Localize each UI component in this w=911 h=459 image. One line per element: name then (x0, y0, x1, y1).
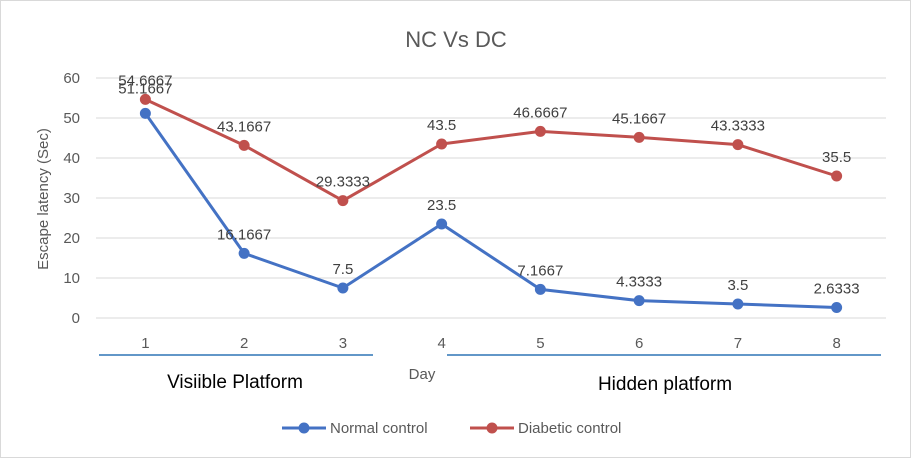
y-tick-label: 50 (63, 110, 80, 127)
data-point (337, 282, 349, 294)
axis-ticks: 0 10 20 30 40 50 60 1 2 3 4 5 6 7 8 (63, 70, 840, 352)
data-point (534, 283, 546, 295)
x-tick-label: 1 (141, 335, 149, 352)
y-tick-label: 10 (63, 270, 80, 287)
data-label: 7.5 (332, 261, 353, 278)
annotation-visible-platform: Visiible Platform (167, 372, 303, 393)
legend-label: Diabetic control (518, 420, 621, 437)
legend-marker (298, 422, 310, 434)
data-point (139, 93, 151, 105)
data-point (337, 195, 349, 207)
x-tick-label: 5 (536, 335, 544, 352)
x-tick-label: 2 (240, 335, 248, 352)
data-point (633, 295, 645, 307)
y-tick-label: 60 (63, 70, 80, 87)
x-tick-label: 8 (832, 335, 840, 352)
series-line-1 (144, 97, 838, 203)
legend: Normal control Diabetic control (282, 420, 621, 437)
data-label: 43.1667 (217, 118, 271, 135)
data-label: 4.3333 (616, 274, 662, 291)
data-label: 35.5 (822, 149, 851, 166)
data-point (436, 218, 448, 230)
x-axis-title: Day (409, 366, 436, 383)
data-label: 16.1667 (217, 226, 271, 243)
data-label: 2.6333 (814, 280, 860, 297)
x-tick-label: 7 (734, 335, 742, 352)
data-label: 3.5 (727, 277, 748, 294)
y-tick-label: 0 (72, 310, 80, 327)
data-point (633, 131, 645, 143)
legend-label: Normal control (330, 420, 428, 437)
data-point (534, 125, 546, 137)
y-axis-title: Escape latency (Sec) (35, 128, 52, 270)
data-label: 45.1667 (612, 110, 666, 127)
data-label: 43.3333 (711, 118, 765, 135)
x-tick-label: 4 (437, 335, 445, 352)
data-label: 43.5 (427, 117, 456, 134)
data-label: 7.1667 (517, 262, 563, 279)
data-point (831, 301, 843, 313)
chart-title: NC Vs DC (405, 27, 507, 52)
data-label: 46.6667 (513, 104, 567, 121)
data-point (238, 247, 250, 259)
y-tick-label: 30 (63, 190, 80, 207)
platform-annotations: Visiible Platform Hidden platform (99, 354, 881, 395)
y-tick-label: 40 (63, 150, 80, 167)
data-point (238, 139, 250, 151)
data-label: 54.6667 (118, 72, 172, 89)
x-tick-label: 6 (635, 335, 643, 352)
data-point (436, 138, 448, 150)
data-point (139, 107, 151, 119)
legend-marker (486, 422, 498, 434)
data-label: 29.3333 (316, 174, 370, 191)
data-label: 23.5 (427, 197, 456, 214)
gridlines (96, 77, 886, 319)
annotation-hidden-platform: Hidden platform (598, 374, 732, 395)
data-point (831, 170, 843, 182)
data-point (732, 298, 744, 310)
data-label: 51.1667 (118, 80, 172, 97)
series-line-0 (144, 112, 837, 309)
x-tick-label: 3 (339, 335, 347, 352)
y-tick-label: 20 (63, 230, 80, 247)
series-lines: 51.1667 16.1667 7.5 23.5 7.1667 4.3333 3.5 2.63… (118, 72, 860, 313)
data-point (732, 139, 744, 151)
